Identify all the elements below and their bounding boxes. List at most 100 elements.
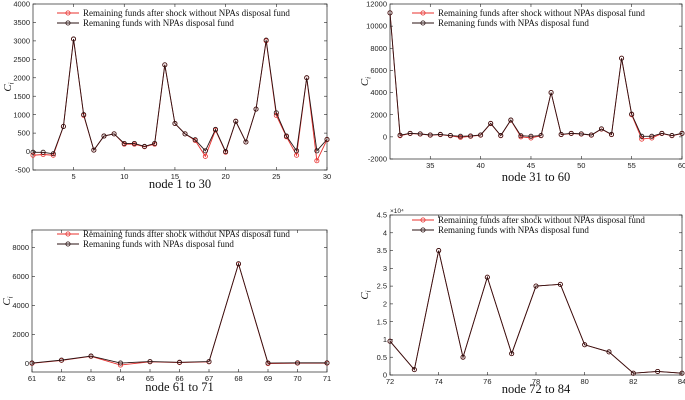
series-with-fund-point <box>538 133 544 139</box>
y-tick-label: 1500 <box>13 92 30 101</box>
y-tick-label: 3.5 <box>377 246 387 255</box>
y-tick-label: 0 <box>383 132 387 141</box>
series-with-fund-point <box>508 117 514 123</box>
series-with-fund-point <box>488 120 494 126</box>
x-tick-label: 25 <box>272 172 280 181</box>
series-with-fund-point <box>639 133 645 139</box>
y-tick-label: 2500 <box>13 55 30 64</box>
y-tick-label: 12000 <box>366 0 387 9</box>
series-with-fund-point <box>558 131 564 137</box>
x-tick-label: 80 <box>580 377 588 386</box>
x-tick-label: 84 <box>678 377 685 386</box>
y-tick-label: 2000 <box>370 110 387 119</box>
legend-swatch-marker <box>65 231 71 237</box>
series-with-fund-point <box>324 360 330 366</box>
y-tick-label: 3000 <box>13 36 30 45</box>
plot-frame <box>31 229 328 373</box>
series-with-fund-point <box>147 359 153 365</box>
series-with-fund-point <box>235 261 241 267</box>
series-with-fund-point <box>478 132 484 138</box>
legend-entry: Remaining funds after shock without NPAs… <box>83 229 290 239</box>
series-with-fund-point <box>111 131 117 137</box>
series-with-fund-point <box>679 130 685 136</box>
series-with-fund-point <box>548 90 554 96</box>
y-tick-label: 0 <box>383 371 387 380</box>
series-with-fund-point <box>427 132 433 138</box>
legend-swatch-marker <box>420 10 426 16</box>
y-tick-label: 10000 <box>366 22 387 31</box>
x-axis-label: node 1 to 30 <box>149 177 211 191</box>
x-tick-label: 65 <box>146 374 154 383</box>
y-tick-label: -2000 <box>368 155 387 164</box>
x-tick-label: 69 <box>264 374 272 383</box>
series-with-fund-point <box>324 136 330 142</box>
series-with-fund-point <box>659 130 665 136</box>
series-with-fund-point <box>88 353 94 359</box>
legend-swatch-marker <box>420 227 426 233</box>
series-with-fund-point <box>30 149 36 155</box>
series-with-fund-line <box>31 262 327 364</box>
y-tick-label: 2 <box>383 299 387 308</box>
x-tick-label: 68 <box>234 374 242 383</box>
series-with-fund-point <box>142 143 148 149</box>
series-without-fund-point <box>639 136 645 142</box>
series-with-fund-point <box>152 140 158 146</box>
series-with-fund-point <box>498 133 504 139</box>
x-tick-label: 20 <box>221 172 229 181</box>
x-tick-label: 71 <box>323 374 331 383</box>
series-with-fund-point <box>304 75 310 81</box>
legend: Remaining funds after shock without NPAs… <box>412 215 645 235</box>
series-with-fund-point <box>528 133 534 139</box>
y-tick-label: 6000 <box>12 272 29 281</box>
x-tick-label: 40 <box>476 161 484 170</box>
series-with-fund-point <box>101 133 107 139</box>
chart-panel-1: -500 0 500 1000 1500 2000 2500 3000 3500 4000 5 10 1… <box>2 0 331 191</box>
legend-swatch-marker <box>65 241 71 247</box>
legend-swatch-marker <box>65 10 71 16</box>
series-with-fund-point <box>447 133 453 139</box>
y-tick-label: 4.5 <box>377 211 387 220</box>
series-with-fund-point <box>457 133 463 139</box>
y-exponent-label: ×10⁴ <box>390 208 404 215</box>
series-with-fund-point <box>655 368 661 374</box>
x-tick-label: 72 <box>386 377 394 386</box>
series-with-fund-point <box>131 140 137 146</box>
series-with-fund-point <box>59 357 65 363</box>
y-tick-label: 2000 <box>12 330 29 339</box>
series-with-fund-point <box>436 248 442 254</box>
series-with-fund-point <box>509 351 515 357</box>
x-tick-label: 10 <box>120 172 128 181</box>
y-tick-label: 1000 <box>13 110 30 119</box>
legend: Remaining funds after shock without NPAs… <box>412 8 645 28</box>
y-tick-label: 0 <box>26 147 30 156</box>
series-with-fund-point <box>162 62 168 68</box>
series-with-fund-point <box>533 283 539 289</box>
series-with-fund-point <box>468 133 474 139</box>
x-tick-label: 50 <box>577 161 585 170</box>
x-tick-label: 30 <box>323 172 331 181</box>
series-with-fund-point <box>253 106 259 112</box>
x-tick-label: 67 <box>205 374 213 383</box>
plot-frame <box>389 214 683 376</box>
series-with-fund-point <box>314 148 320 154</box>
series-with-fund-line <box>389 250 683 374</box>
y-tick-label: 1 <box>383 335 387 344</box>
plot-frame <box>32 3 328 171</box>
y-tick-label: 4000 <box>12 301 29 310</box>
legend: Remaining funds after shock without NPAs… <box>57 8 290 28</box>
series-with-fund-line <box>33 38 328 155</box>
series-with-fund-point <box>294 148 300 154</box>
legend-entry: Remaining funds after shock without NPAs… <box>438 215 645 225</box>
y-tick-label: 8000 <box>370 44 387 53</box>
series-with-fund-point <box>233 118 239 124</box>
series-with-fund-point <box>60 123 66 129</box>
legend-swatch-marker <box>420 20 426 26</box>
series-with-fund-point <box>630 370 636 376</box>
series-with-fund-point <box>273 110 279 116</box>
series-with-fund-point <box>582 342 588 348</box>
legend-swatch-marker <box>65 20 71 26</box>
series-with-fund-point <box>568 130 574 136</box>
series-with-fund-point <box>484 274 490 280</box>
series-with-fund-point <box>619 55 625 61</box>
